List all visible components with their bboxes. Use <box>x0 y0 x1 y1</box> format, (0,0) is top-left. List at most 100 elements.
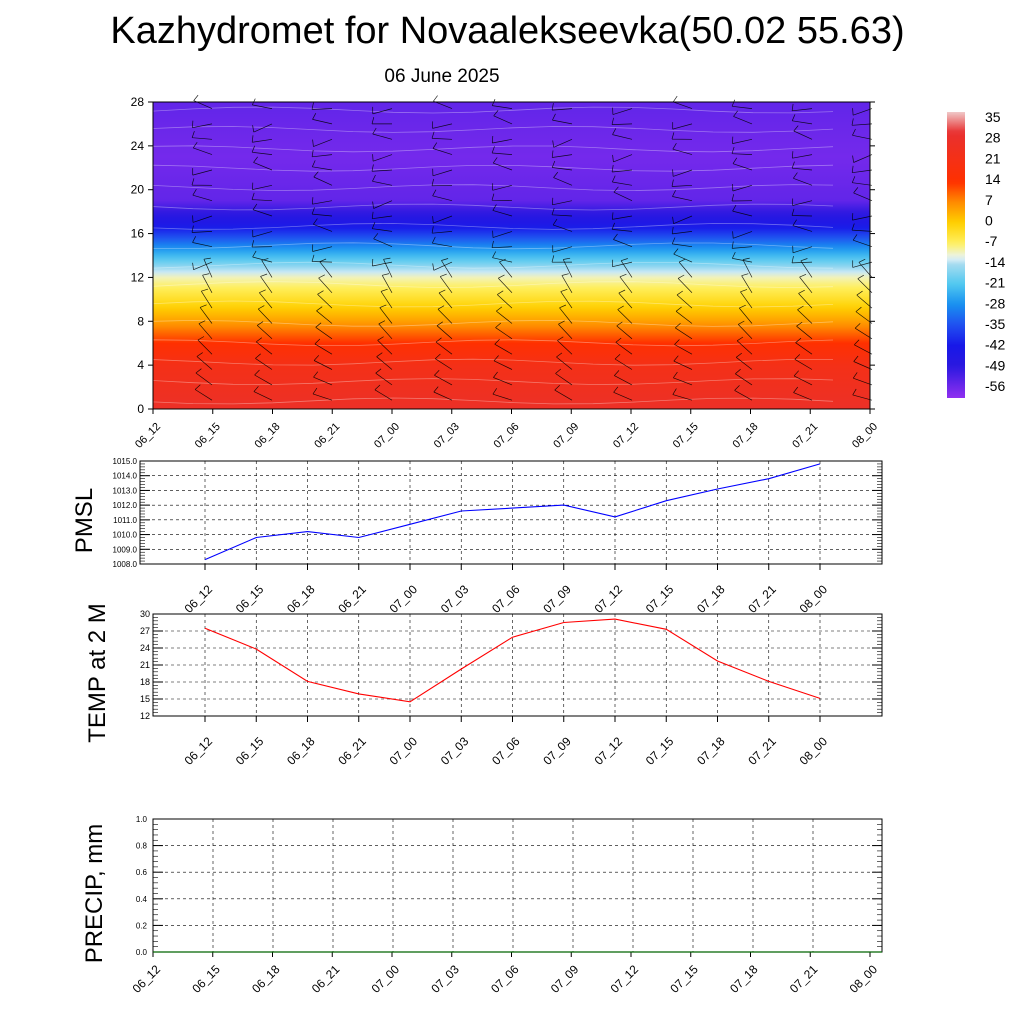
contour-line <box>152 300 834 308</box>
contour-line <box>152 106 834 114</box>
wind-barb <box>734 385 753 401</box>
wind-barb <box>791 151 813 159</box>
wind-barb <box>432 168 453 177</box>
wind-barb <box>372 258 393 267</box>
wind-barb <box>791 256 813 264</box>
wind-barb <box>252 182 273 190</box>
y-tick-label: 27 <box>140 626 150 636</box>
y-tick-label: 1.0 <box>136 815 148 824</box>
wind-barb <box>251 135 273 143</box>
x-tick-label: 07_00 <box>369 962 403 996</box>
wind-barb <box>372 127 393 140</box>
x-tick-label: 07_00 <box>372 421 402 451</box>
wind-barb <box>432 121 453 129</box>
wind-barb <box>255 337 273 355</box>
y-tick-label: 1011.0 <box>113 516 137 525</box>
wind-barb <box>614 353 633 370</box>
wind-barb <box>379 304 393 324</box>
wind-barb <box>672 122 693 130</box>
wind-barbs <box>191 94 873 401</box>
wind-barb <box>252 229 273 238</box>
wind-barb <box>552 138 573 148</box>
wind-barb <box>431 226 453 234</box>
wind-barb <box>553 171 573 186</box>
x-tick-label: 06_12 <box>130 962 164 996</box>
wind-barb <box>737 320 753 340</box>
wind-barb <box>371 222 393 232</box>
x-tick-label: 07_03 <box>428 962 462 996</box>
x-tick-label: 06_21 <box>309 962 343 996</box>
y-tick-label: 0.0 <box>136 948 148 957</box>
wind-barb <box>372 106 393 115</box>
x-tick-label: 06_18 <box>284 582 318 616</box>
x-tick-label: 07_09 <box>540 734 574 768</box>
wind-barb <box>372 200 393 209</box>
wind-barb <box>312 387 333 401</box>
wind-barb <box>313 171 333 186</box>
wind-barb <box>431 178 453 187</box>
wind-barb <box>315 322 333 340</box>
wind-barb <box>675 306 693 324</box>
x-tick-label: 07_21 <box>790 421 820 451</box>
wind-barb <box>201 288 213 309</box>
wind-barb <box>736 336 753 355</box>
wind-barb <box>371 164 393 172</box>
wind-barb <box>854 339 873 355</box>
wind-barb <box>672 388 693 401</box>
x-tick-label: 06_18 <box>249 962 283 996</box>
wind-barb <box>312 244 333 252</box>
wind-barb <box>561 273 573 293</box>
wind-barb <box>192 120 213 129</box>
wind-barb <box>618 289 633 309</box>
wind-barb <box>381 273 393 293</box>
wind-barb <box>373 233 393 248</box>
wind-barb <box>552 245 573 253</box>
x-tick-label: 07_06 <box>488 962 522 996</box>
wind-barb <box>671 237 693 248</box>
wind-barb <box>854 323 873 340</box>
colorbar-label: 28 <box>985 130 1001 146</box>
wind-barb <box>257 305 273 324</box>
wind-barb <box>556 352 573 370</box>
wind-barb <box>437 305 453 324</box>
wind-barb <box>671 132 693 140</box>
y-tick-label: 4 <box>137 358 144 372</box>
plot-frame <box>152 613 883 717</box>
plot-frame <box>139 460 883 565</box>
chart-date: 06 June 2025 <box>384 66 500 87</box>
y-tick-label: 20 <box>131 183 145 197</box>
y-axis-title: PMSL <box>71 488 98 553</box>
wind-barb <box>792 198 813 206</box>
x-tick-label: 07_15 <box>643 734 677 768</box>
wind-barb <box>372 154 393 162</box>
wind-barb <box>259 289 273 309</box>
wind-barb <box>731 146 753 155</box>
contour-line <box>152 358 833 366</box>
wind-barb <box>192 215 213 223</box>
wind-barb <box>432 215 453 224</box>
wind-barb <box>671 226 693 235</box>
x-tick-label: 08_00 <box>797 734 831 768</box>
wind-barb <box>732 136 753 144</box>
wind-barb <box>557 336 573 355</box>
wind-barb <box>253 386 273 401</box>
x-tick-label: 06_21 <box>312 421 342 451</box>
wind-barb <box>797 305 813 324</box>
x-tick-label: 07_21 <box>745 734 779 768</box>
x-tick-label: 06_18 <box>284 734 318 768</box>
wind-barb <box>611 165 633 173</box>
wind-barb <box>560 288 573 309</box>
wind-barb <box>311 102 333 110</box>
x-tick-label: 07_21 <box>787 962 821 996</box>
y-tick-label: 1014.0 <box>113 472 138 481</box>
wind-barb <box>551 103 573 111</box>
wind-barb <box>673 248 693 263</box>
x-tick-label: 07_09 <box>548 962 582 996</box>
wind-barb <box>791 161 813 171</box>
wind-barb <box>198 320 213 340</box>
y-tick-label: 0.4 <box>136 895 148 904</box>
wind-barb <box>551 150 573 158</box>
wind-barb <box>615 337 633 355</box>
wind-barb <box>732 204 753 217</box>
wind-barb <box>378 320 393 340</box>
